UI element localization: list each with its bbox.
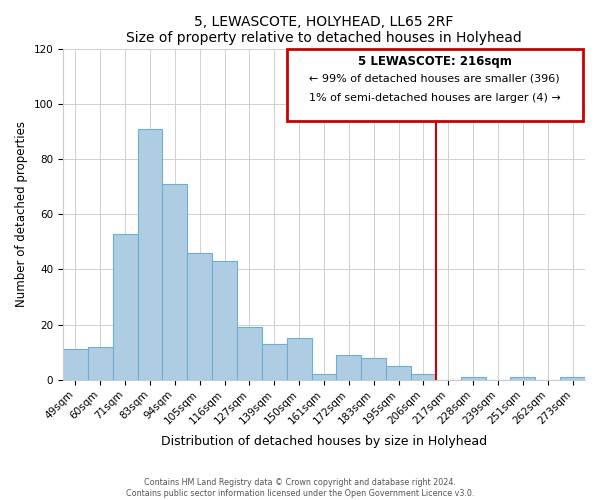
Bar xyxy=(511,377,535,380)
Text: 1% of semi-detached houses are larger (4) →: 1% of semi-detached houses are larger (4… xyxy=(309,93,560,103)
Bar xyxy=(361,358,386,380)
Bar xyxy=(88,346,113,380)
Bar xyxy=(411,374,436,380)
Bar xyxy=(262,344,287,380)
Bar xyxy=(461,377,485,380)
Bar xyxy=(63,350,88,380)
Bar xyxy=(386,366,411,380)
Bar xyxy=(237,328,262,380)
Bar xyxy=(337,355,361,380)
X-axis label: Distribution of detached houses by size in Holyhead: Distribution of detached houses by size … xyxy=(161,434,487,448)
Y-axis label: Number of detached properties: Number of detached properties xyxy=(15,122,28,308)
Title: 5, LEWASCOTE, HOLYHEAD, LL65 2RF
Size of property relative to detached houses in: 5, LEWASCOTE, HOLYHEAD, LL65 2RF Size of… xyxy=(126,15,522,45)
Text: ← 99% of detached houses are smaller (396): ← 99% of detached houses are smaller (39… xyxy=(310,74,560,84)
Bar xyxy=(187,253,212,380)
Bar xyxy=(137,129,163,380)
Bar xyxy=(287,338,311,380)
Text: 5 LEWASCOTE: 216sqm: 5 LEWASCOTE: 216sqm xyxy=(358,54,512,68)
Bar xyxy=(212,261,237,380)
Bar xyxy=(163,184,187,380)
Bar xyxy=(560,377,585,380)
Text: Contains HM Land Registry data © Crown copyright and database right 2024.
Contai: Contains HM Land Registry data © Crown c… xyxy=(126,478,474,498)
FancyBboxPatch shape xyxy=(287,49,583,120)
Bar xyxy=(311,374,337,380)
Bar xyxy=(113,234,137,380)
